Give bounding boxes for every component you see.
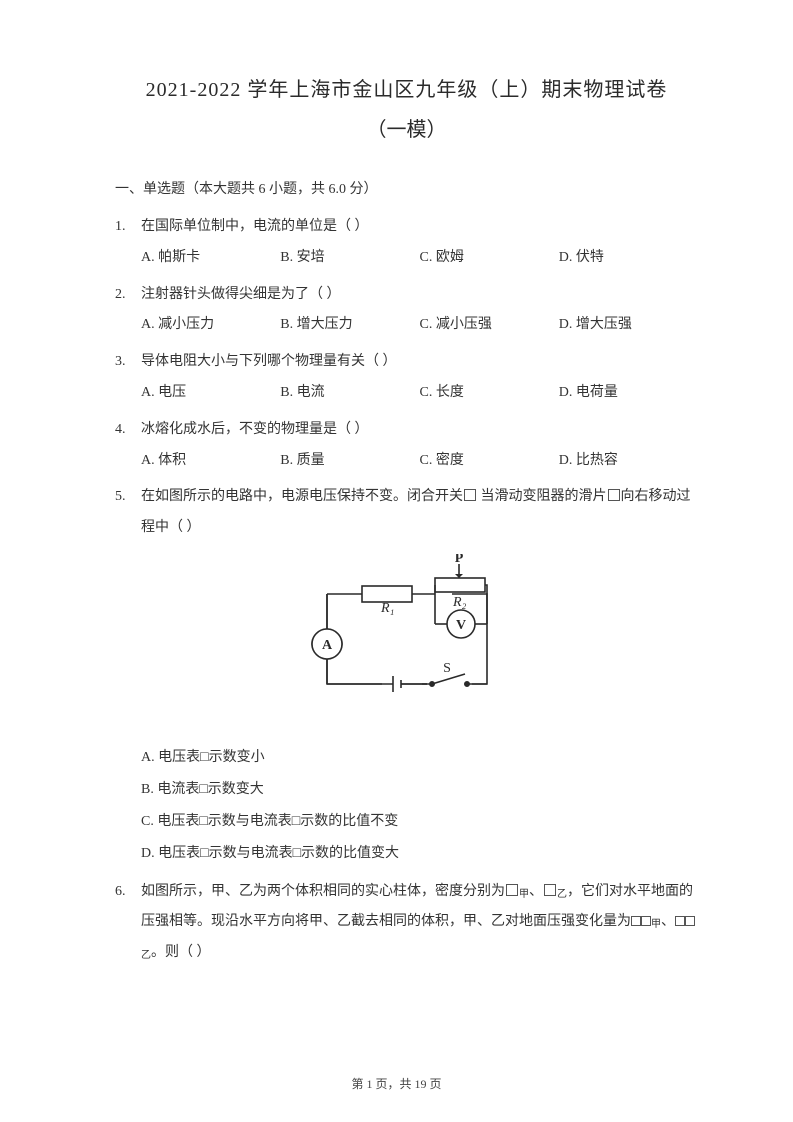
exam-title-line1: 2021-2022 学年上海市金山区九年级（上）期末物理试卷 bbox=[115, 70, 698, 110]
question-number: 2. bbox=[115, 280, 141, 311]
option-c: C. 减小压强 bbox=[420, 310, 559, 341]
option-a: A. 帕斯卡 bbox=[141, 243, 280, 274]
question-6: 6. 如图所示，甲、乙为两个体积相同的实心柱体，密度分别为甲、乙，它们对水平地面… bbox=[115, 877, 698, 969]
blank-box-icon bbox=[641, 916, 651, 926]
question-number: 3. bbox=[115, 347, 141, 378]
option-b: B. 电流表□示数变大 bbox=[141, 774, 698, 806]
blank-box-icon bbox=[506, 884, 518, 896]
option-c: C. 密度 bbox=[420, 446, 559, 477]
question-2: 2. 注射器针头做得尖细是为了（ ） A. 减小压力 B. 增大压力 C. 减小… bbox=[115, 280, 698, 342]
exam-title-line2: （一模） bbox=[115, 110, 698, 150]
question-number: 6. bbox=[115, 877, 141, 969]
question-stem: 在国际单位制中，电流的单位是（ ） bbox=[141, 212, 698, 243]
option-c: C. 欧姆 bbox=[420, 243, 559, 274]
question-options: A. 电压表□示数变小 B. 电流表□示数变大 C. 电压表□示数与电流表□示数… bbox=[141, 742, 698, 871]
label-v: V bbox=[455, 618, 465, 633]
option-d: D. 增大压强 bbox=[559, 310, 698, 341]
option-b: B. 安培 bbox=[280, 243, 419, 274]
option-a: A. 电压表□示数变小 bbox=[141, 742, 698, 774]
option-d: D. 电荷量 bbox=[559, 378, 698, 409]
question-3: 3. 导体电阻大小与下列哪个物理量有关（ ） A. 电压 B. 电流 C. 长度… bbox=[115, 347, 698, 409]
blank-box-icon bbox=[544, 884, 556, 896]
label-a: A bbox=[321, 638, 332, 653]
question-number: 4. bbox=[115, 415, 141, 446]
option-d: D. 伏特 bbox=[559, 243, 698, 274]
blank-box-icon bbox=[675, 916, 685, 926]
option-b: B. 增大压力 bbox=[280, 310, 419, 341]
option-d: D. 电压表□示数与电流表□示数的比值变大 bbox=[141, 838, 698, 870]
blank-box-icon bbox=[608, 489, 620, 501]
question-options: A. 减小压力 B. 增大压力 C. 减小压强 D. 增大压强 bbox=[141, 310, 698, 341]
exam-page: 2021-2022 学年上海市金山区九年级（上）期末物理试卷 （一模） 一、单选… bbox=[0, 0, 793, 1122]
label-s: S bbox=[443, 661, 451, 676]
circuit-diagram: P R₁ R₂ A V S bbox=[115, 554, 698, 732]
blank-box-icon bbox=[631, 916, 641, 926]
question-stem: 如图所示，甲、乙为两个体积相同的实心柱体，密度分别为甲、乙，它们对水平地面的压强… bbox=[141, 877, 698, 969]
blank-box-icon bbox=[685, 916, 695, 926]
option-c: C. 长度 bbox=[420, 378, 559, 409]
label-p: P bbox=[454, 554, 463, 566]
question-1: 1. 在国际单位制中，电流的单位是（ ） A. 帕斯卡 B. 安培 C. 欧姆 … bbox=[115, 212, 698, 274]
option-d: D. 比热容 bbox=[559, 446, 698, 477]
option-b: B. 质量 bbox=[280, 446, 419, 477]
question-options: A. 体积 B. 质量 C. 密度 D. 比热容 bbox=[141, 446, 698, 477]
question-stem: 导体电阻大小与下列哪个物理量有关（ ） bbox=[141, 347, 698, 378]
section-heading: 一、单选题（本大题共 6 小题，共 6.0 分） bbox=[115, 178, 698, 198]
page-footer: 第 1 页，共 19 页 bbox=[0, 1075, 793, 1092]
question-options: A. 帕斯卡 B. 安培 C. 欧姆 D. 伏特 bbox=[141, 243, 698, 274]
question-options: A. 电压 B. 电流 C. 长度 D. 电荷量 bbox=[141, 378, 698, 409]
question-number: 1. bbox=[115, 212, 141, 243]
option-b: B. 电流 bbox=[280, 378, 419, 409]
circuit-svg: P R₁ R₂ A V S bbox=[287, 554, 527, 719]
question-stem: 在如图所示的电路中，电源电压保持不变。闭合开关 当滑动变阻器的滑片向右移动过程中… bbox=[141, 482, 698, 544]
label-r2: R₂ bbox=[452, 595, 467, 610]
question-stem: 注射器针头做得尖细是为了（ ） bbox=[141, 280, 698, 311]
question-stem: 冰熔化成水后，不变的物理量是（ ） bbox=[141, 415, 698, 446]
question-number: 5. bbox=[115, 482, 141, 544]
question-5: 5. 在如图所示的电路中，电源电压保持不变。闭合开关 当滑动变阻器的滑片向右移动… bbox=[115, 482, 698, 870]
option-a: A. 减小压力 bbox=[141, 310, 280, 341]
option-c: C. 电压表□示数与电流表□示数的比值不变 bbox=[141, 806, 698, 838]
label-r1: R₁ bbox=[380, 601, 394, 616]
option-a: A. 体积 bbox=[141, 446, 280, 477]
question-4: 4. 冰熔化成水后，不变的物理量是（ ） A. 体积 B. 质量 C. 密度 D… bbox=[115, 415, 698, 477]
blank-box-icon bbox=[464, 489, 476, 501]
option-a: A. 电压 bbox=[141, 378, 280, 409]
